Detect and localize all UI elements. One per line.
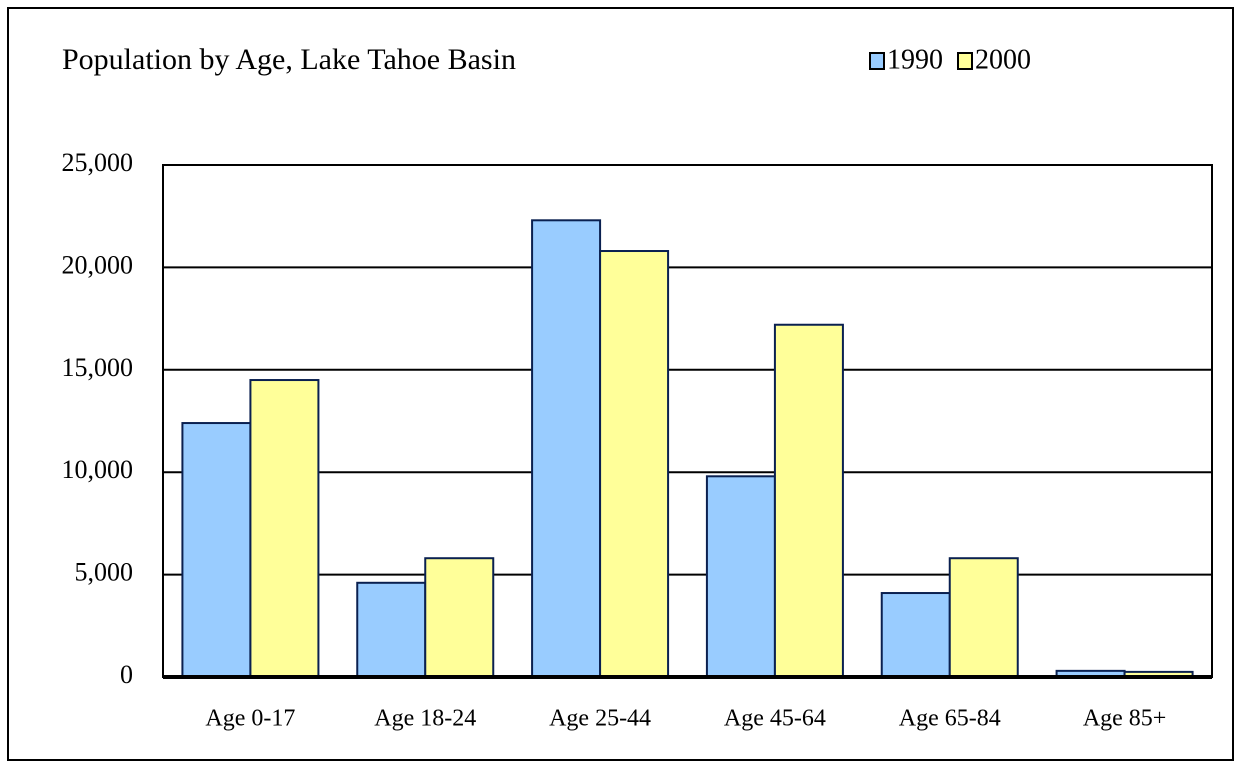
legend-label: 1990 (887, 44, 943, 75)
bar (880, 592, 951, 678)
bar (249, 379, 320, 678)
bar (705, 475, 776, 678)
plot-area (162, 164, 1213, 678)
y-tick-label: 15,000 (62, 353, 134, 382)
bar (599, 250, 670, 679)
bar (773, 323, 844, 678)
x-tick-label: Age 45-64 (724, 706, 826, 732)
legend-swatch (869, 52, 885, 70)
chart-title: Population by Age, Lake Tahoe Basin (62, 43, 516, 76)
x-tick-label: Age 65-84 (899, 706, 1001, 732)
x-tick-label: Age 0-17 (205, 706, 295, 732)
bar (531, 219, 602, 679)
bar (948, 557, 1019, 678)
y-tick-label: 10,000 (62, 455, 134, 484)
legend-label: 2000 (975, 44, 1031, 75)
bar (424, 557, 495, 678)
x-tick-label: Age 18-24 (374, 706, 476, 732)
x-tick-label: Age 85+ (1083, 706, 1167, 732)
y-tick-label: 0 (120, 660, 133, 689)
y-tick-label: 25,000 (62, 148, 134, 177)
bar (181, 422, 252, 678)
bar (356, 581, 427, 678)
x-tick-label: Age 25-44 (549, 706, 651, 732)
y-tick-label: 5,000 (75, 558, 134, 587)
legend-swatch (957, 52, 973, 70)
y-tick-label: 20,000 (62, 250, 134, 279)
